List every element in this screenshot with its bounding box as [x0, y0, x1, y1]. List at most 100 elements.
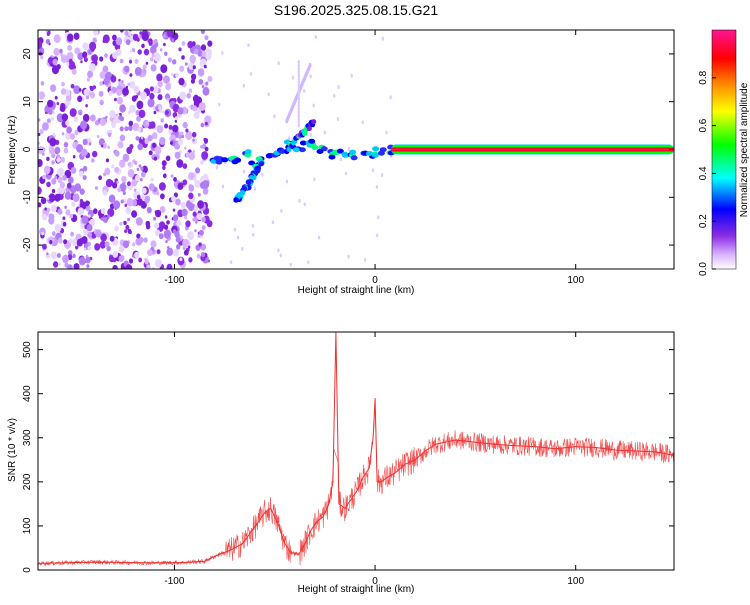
noise-blob	[44, 207, 47, 211]
noise-blob	[149, 92, 155, 100]
noise-blob	[100, 208, 106, 214]
noise-blob	[81, 148, 88, 157]
noise-blob	[149, 86, 154, 92]
noise-blob	[159, 221, 166, 229]
noise-blob	[51, 178, 57, 185]
noise-blob	[38, 202, 42, 208]
noise-blob	[137, 49, 142, 55]
noise-blob	[134, 58, 139, 64]
noise-blob	[200, 44, 207, 51]
noise-blob	[89, 63, 96, 72]
noise-blob	[60, 52, 63, 57]
noise-blob	[69, 133, 75, 140]
noise-blob	[203, 138, 209, 144]
noise-blob	[129, 59, 132, 64]
noise-blob	[350, 73, 353, 78]
noise-blob	[215, 165, 219, 170]
noise-blob	[187, 41, 194, 49]
noise-blob	[47, 57, 54, 65]
noise-blob	[172, 248, 179, 257]
noise-blob	[251, 223, 255, 228]
noise-blob	[158, 233, 164, 240]
noise-blob	[96, 135, 100, 139]
noise-blob	[314, 35, 317, 40]
noise-blob	[127, 217, 130, 222]
noise-blob	[188, 257, 193, 263]
noise-blob	[62, 216, 66, 220]
noise-blob	[110, 75, 117, 83]
noise-blob	[298, 198, 301, 203]
noise-blob	[102, 216, 108, 223]
noise-blob	[111, 164, 115, 169]
noise-blob	[46, 181, 51, 188]
noise-blob	[233, 227, 237, 232]
noise-blob	[134, 66, 142, 76]
noise-blob	[186, 93, 191, 99]
noise-blob	[241, 246, 244, 251]
noise-blob	[136, 100, 144, 110]
noise-blob	[114, 225, 119, 232]
snr-x-axis-label: Height of straight line (km)	[298, 584, 415, 595]
noise-blob	[119, 183, 127, 192]
noise-blob	[204, 35, 209, 41]
noise-blob	[150, 64, 157, 72]
noise-blob	[38, 93, 41, 98]
noise-blob	[177, 138, 183, 146]
noise-blob	[155, 209, 162, 218]
noise-blob	[64, 131, 72, 140]
noise-blob	[57, 237, 63, 244]
noise-blob	[188, 172, 195, 181]
noise-blob	[205, 81, 209, 86]
noise-blob	[51, 204, 57, 212]
noise-blob	[277, 248, 280, 253]
noise-blob	[120, 30, 124, 33]
noise-blob	[167, 57, 172, 63]
noise-blob	[181, 41, 186, 46]
noise-blob	[199, 58, 207, 67]
noise-blob	[70, 83, 75, 89]
track-blob	[366, 151, 373, 156]
noise-blob	[39, 227, 46, 236]
colorbar-tick-label: 0.8	[698, 70, 709, 84]
spectrogram-marks	[38, 30, 674, 269]
snr-y-axis-label: SNR (10 * v/v)	[7, 418, 18, 482]
noise-blob	[112, 182, 118, 189]
noise-blob	[127, 228, 132, 234]
noise-blob	[164, 123, 169, 129]
noise-blob	[129, 81, 136, 89]
noise-blob	[76, 144, 84, 153]
noise-blob	[207, 75, 213, 82]
noise-blob	[193, 111, 200, 119]
noise-blob	[122, 87, 129, 96]
noise-blob	[151, 132, 158, 140]
noise-blob	[91, 158, 95, 163]
noise-blob	[46, 207, 51, 213]
noise-blob	[124, 203, 128, 207]
noise-blob	[82, 42, 89, 51]
noise-blob	[38, 91, 46, 100]
faint-streak	[297, 76, 300, 81]
noise-blob	[192, 105, 198, 112]
noise-blob	[63, 147, 69, 154]
noise-blob	[147, 98, 155, 108]
noise-blob	[153, 38, 158, 44]
noise-blob	[136, 194, 141, 200]
noise-blob	[165, 240, 168, 244]
noise-blob	[116, 96, 123, 105]
noise-blob	[177, 182, 184, 190]
spectrogram-y-tick-label: 20	[22, 48, 33, 60]
noise-blob	[252, 232, 255, 237]
noise-blob	[80, 120, 88, 130]
noise-blob	[109, 110, 116, 119]
spectrogram-x-axis-label: Height of straight line (km)	[298, 285, 415, 296]
noise-blob	[69, 108, 77, 117]
noise-blob	[104, 53, 108, 58]
faint-streak	[297, 96, 300, 101]
colorbar-tick-label: 0.6	[698, 118, 709, 132]
noise-blob	[271, 220, 275, 225]
noise-blob	[166, 220, 170, 225]
noise-blob	[38, 40, 43, 50]
noise-blob	[118, 115, 122, 120]
noise-blob	[66, 51, 74, 61]
noise-blob	[337, 85, 340, 90]
